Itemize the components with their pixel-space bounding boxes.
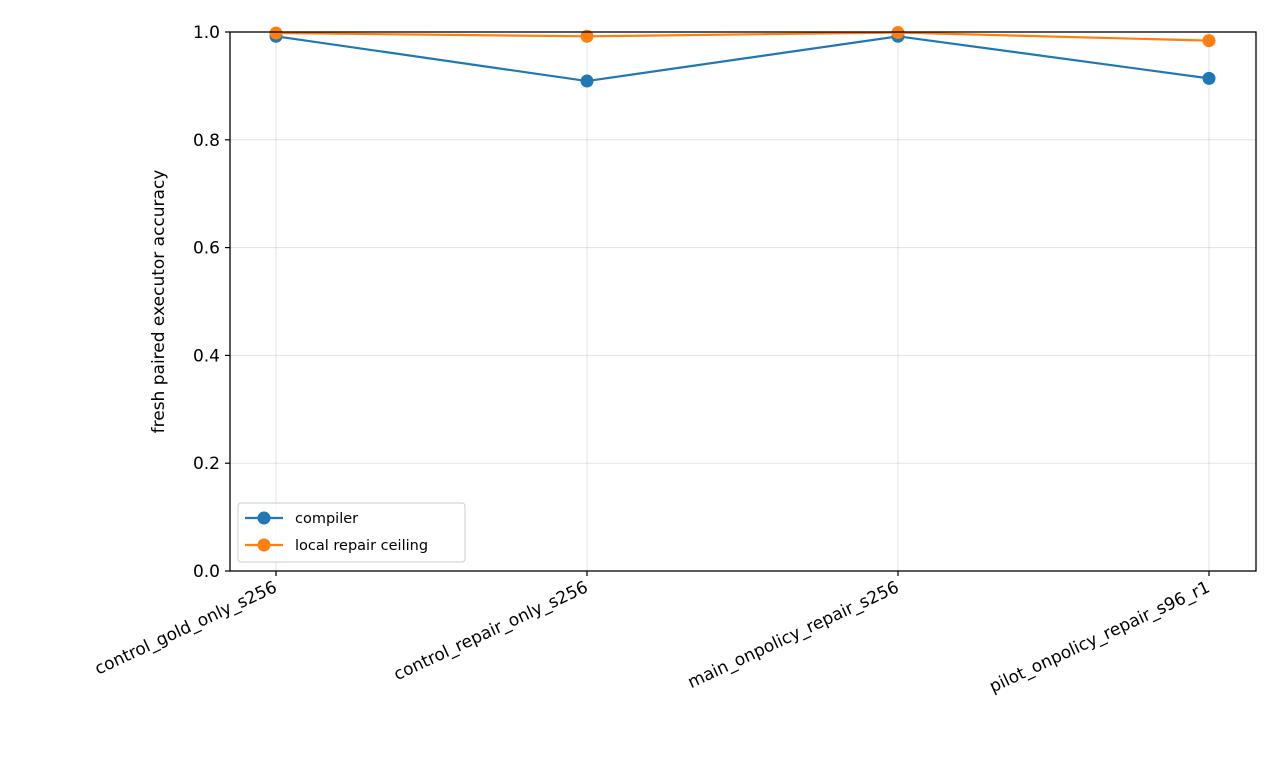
series-1 [269, 26, 1216, 48]
legend-label: local repair ceiling [295, 538, 428, 554]
y-tick-label: 0.0 [193, 562, 220, 582]
y-axis: 0.0 0.2 0.4 0.6 0.8 1.0 [193, 23, 230, 582]
data-point [580, 29, 594, 43]
legend-box [237, 502, 466, 563]
data-point [1202, 71, 1216, 85]
data-point [1202, 34, 1216, 48]
y-tick-label: 0.8 [193, 131, 220, 151]
x-tick-label: control_repair_only_s256 [391, 577, 591, 685]
x-tick-label: pilot_onpolicy_repair_s96_r1 [986, 577, 1213, 697]
y-axis-label: fresh paired executor accuracy [149, 170, 169, 434]
legend-item: compiler [245, 511, 358, 527]
y-tick-label: 0.2 [193, 454, 220, 474]
series-layer [269, 26, 1216, 88]
data-point [580, 74, 594, 88]
x-tick-label: control_gold_only_s256 [92, 577, 280, 679]
grid-lines [230, 31, 1256, 572]
y-tick-label: 0.6 [193, 239, 220, 259]
plot-area-frame [229, 31, 1257, 572]
legend-item: local repair ceiling [245, 538, 428, 554]
legend-marker [257, 511, 271, 525]
y-tick-label: 1.0 [193, 23, 220, 43]
x-tick-label: main_onpolicy_repair_s256 [685, 577, 902, 693]
data-point [269, 26, 283, 40]
series-0 [269, 29, 1216, 88]
series-line [275, 35, 1210, 83]
x-axis: control_gold_only_s256 control_repair_onl… [92, 571, 1213, 697]
series-line [275, 31, 1210, 42]
legend: compiler local repair ceiling [237, 502, 466, 563]
y-tick-label: 0.4 [193, 346, 220, 366]
legend-label: compiler [295, 511, 358, 527]
legend-marker [257, 538, 271, 552]
